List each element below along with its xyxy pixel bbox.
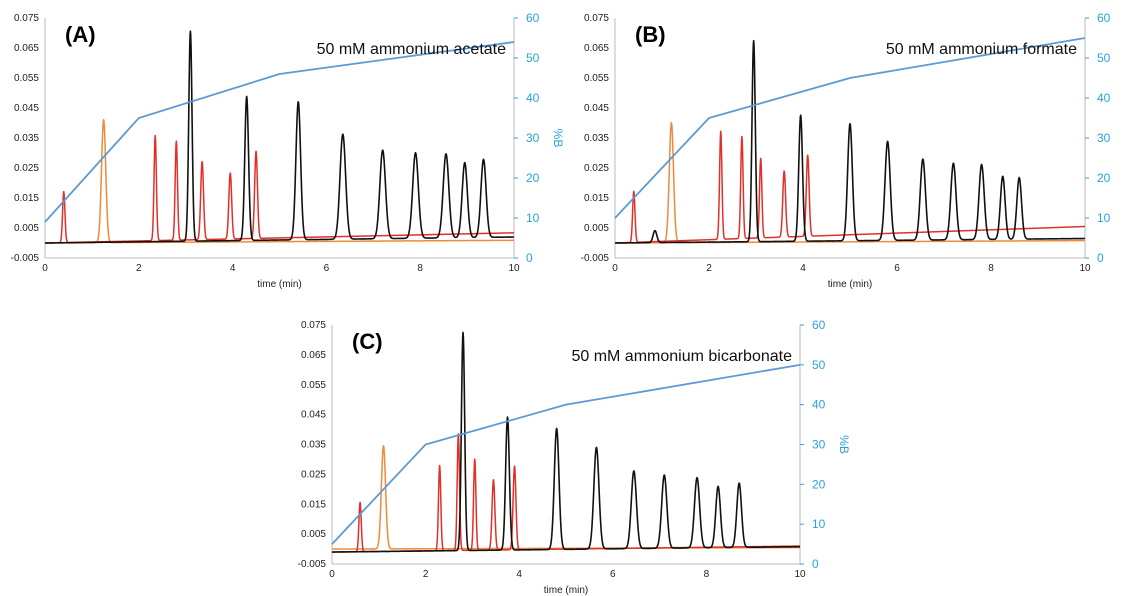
x-tick-label: 6 <box>610 569 616 580</box>
y2-tick-label: 60 <box>812 318 826 332</box>
y2-tick-label: 40 <box>1097 91 1111 105</box>
panel-label: (A) <box>65 22 96 47</box>
y2-tick-label: 0 <box>812 557 819 571</box>
x-tick-label: 0 <box>612 263 618 274</box>
y-tick-label: -0.005 <box>11 253 40 264</box>
y2-tick-label: 40 <box>812 398 826 412</box>
chart-panel-1: -0.005 0.005 0.015 0.025 0.035 0.045 0.055 0.06… <box>11 11 565 290</box>
x-tick-label: 10 <box>794 569 806 580</box>
y2-tick-label: 40 <box>526 91 540 105</box>
y-tick-label: 0.025 <box>584 163 609 174</box>
y-tick-label: 0.005 <box>584 223 609 234</box>
x-tick-label: 2 <box>423 569 429 580</box>
orange-trace <box>331 445 801 550</box>
y2-tick-label: 10 <box>526 211 540 225</box>
x-tick-label: 6 <box>324 263 330 274</box>
y2-tick-label: 20 <box>812 477 826 491</box>
x-axis-label: time (min) <box>257 279 301 290</box>
y-tick-label: 0.025 <box>301 469 326 480</box>
x-tick-label: 10 <box>508 263 520 274</box>
x-tick-label: 8 <box>988 263 994 274</box>
chart-panel-2: -0.005 0.005 0.015 0.025 0.035 0.045 0.055 0.06… <box>581 11 1124 290</box>
y2-tick-label: 30 <box>1097 131 1111 145</box>
y2-tick-label: 10 <box>812 517 826 531</box>
y-tick-label: 0.005 <box>301 529 326 540</box>
chart-panel-3: -0.005 0.005 0.015 0.025 0.035 0.045 0.055 0.06… <box>298 318 851 596</box>
y-tick-label: 0.055 <box>301 380 326 391</box>
y2-axis-label: %B <box>1122 129 1124 148</box>
panel-label: (C) <box>352 329 383 354</box>
y2-tick-label: 0 <box>526 251 533 265</box>
y-tick-label: -0.005 <box>298 559 327 570</box>
y2-tick-label: 10 <box>1097 211 1111 225</box>
y2-tick-label: 50 <box>1097 51 1111 65</box>
y-tick-label: 0.045 <box>584 103 609 114</box>
y-tick-label: 0.045 <box>301 410 326 421</box>
x-tick-label: 4 <box>800 263 806 274</box>
y-tick-label: 0.015 <box>14 193 39 204</box>
y-tick-label: 0.055 <box>14 73 39 84</box>
y-tick-label: 0.045 <box>14 103 39 114</box>
x-tick-label: 2 <box>136 263 142 274</box>
x-tick-label: 4 <box>230 263 236 274</box>
y-tick-label: 0.025 <box>14 163 39 174</box>
x-tick-label: 0 <box>329 569 335 580</box>
x-tick-label: 8 <box>417 263 423 274</box>
y2-axis-label: %B <box>837 435 851 454</box>
x-tick-label: 10 <box>1079 263 1091 274</box>
y-tick-label: 0.075 <box>14 13 39 24</box>
y2-tick-label: 50 <box>526 51 540 65</box>
y-tick-label: 0.065 <box>301 350 326 361</box>
x-tick-label: 8 <box>704 569 710 580</box>
condition-annotation: 50 mM ammonium acetate <box>317 41 507 58</box>
y2-tick-label: 20 <box>526 171 540 185</box>
x-tick-label: 6 <box>894 263 900 274</box>
condition-annotation: 50 mM ammonium formate <box>886 41 1077 58</box>
y-tick-label: 0.015 <box>301 499 326 510</box>
x-tick-label: 2 <box>706 263 712 274</box>
y-tick-label: 0.075 <box>584 13 609 24</box>
x-axis-label: time (min) <box>544 585 588 596</box>
x-tick-label: 4 <box>516 569 522 580</box>
panel-label: (B) <box>635 22 666 47</box>
y-tick-label: 0.065 <box>14 43 39 54</box>
y2-tick-label: 0 <box>1097 251 1104 265</box>
y-tick-label: 0.035 <box>301 440 326 451</box>
black-trace <box>614 39 1086 244</box>
black-trace <box>331 331 801 553</box>
red-trace <box>331 433 801 553</box>
x-axis-label: time (min) <box>828 279 872 290</box>
y2-tick-label: 20 <box>1097 171 1111 185</box>
y-tick-label: 0.005 <box>14 223 39 234</box>
black-trace <box>44 30 515 244</box>
gradient-line <box>614 37 1086 219</box>
gradient-line <box>331 363 801 545</box>
x-tick-label: 0 <box>42 263 48 274</box>
y-tick-label: 0.015 <box>584 193 609 204</box>
y-tick-label: 0.035 <box>14 133 39 144</box>
condition-annotation: 50 mM ammonium bicarbonate <box>571 348 792 365</box>
y-tick-label: 0.075 <box>301 320 326 331</box>
y2-tick-label: 50 <box>812 358 826 372</box>
gradient-line <box>44 41 515 223</box>
y2-tick-label: 60 <box>1097 11 1111 25</box>
y2-tick-label: 60 <box>526 11 540 25</box>
y-tick-label: 0.055 <box>584 73 609 84</box>
y-tick-label: -0.005 <box>581 253 610 264</box>
y-tick-label: 0.065 <box>584 43 609 54</box>
y2-tick-label: 30 <box>812 438 826 452</box>
y-tick-label: 0.035 <box>584 133 609 144</box>
y2-tick-label: 30 <box>526 131 540 145</box>
y2-axis-label: %B <box>551 129 565 148</box>
